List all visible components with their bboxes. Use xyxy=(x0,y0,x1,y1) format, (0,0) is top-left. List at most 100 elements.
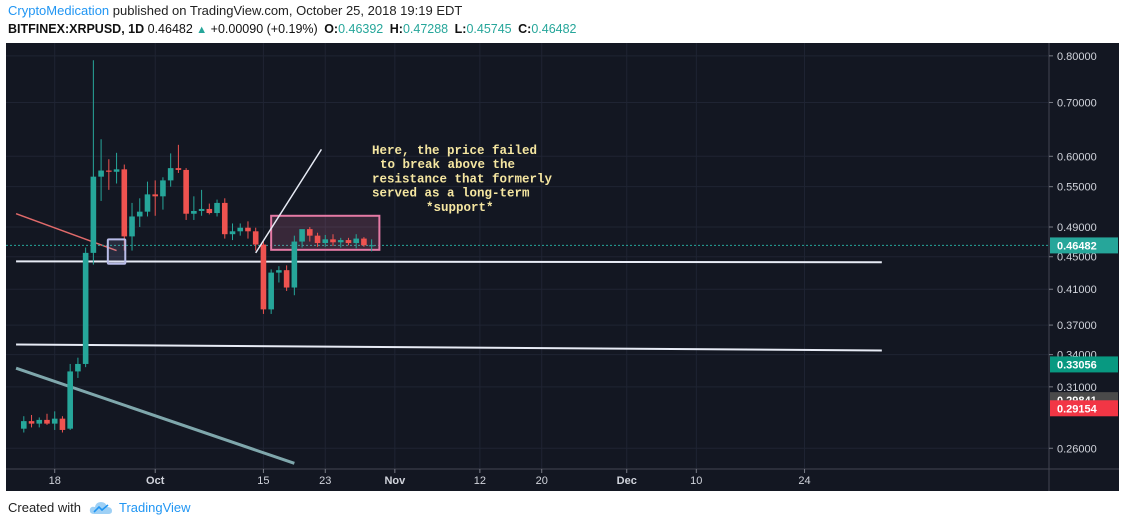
price-badge-label: 0.33056 xyxy=(1057,359,1097,371)
candle xyxy=(36,419,43,424)
support-line xyxy=(16,260,882,264)
annotation-text: Here, the price failed to break above the… xyxy=(372,144,553,215)
price-tick-label: 0.55000 xyxy=(1057,182,1097,194)
candle xyxy=(129,216,135,237)
candle xyxy=(51,418,58,424)
open-value: 0.46392 xyxy=(338,22,384,36)
candle xyxy=(276,270,282,273)
candle xyxy=(229,231,236,235)
candle xyxy=(322,239,329,244)
candle xyxy=(221,202,228,235)
candle xyxy=(106,170,112,172)
candle xyxy=(345,240,352,244)
highlight-box xyxy=(106,238,127,265)
price-badge xyxy=(1050,356,1118,373)
tradingview-cloud-icon xyxy=(89,501,112,514)
price-tick-label: 0.60000 xyxy=(1057,151,1097,163)
candle xyxy=(75,363,81,372)
price-tick-label: 0.41000 xyxy=(1057,284,1097,296)
price-tick-label: 0.80000 xyxy=(1057,51,1097,63)
publish-line: CryptoMedication published on TradingVie… xyxy=(8,3,462,18)
candle xyxy=(198,208,205,211)
price-badge-label: 0.46482 xyxy=(1057,240,1097,252)
symbol-line: BITFINEX:XRPUSD, 1D 0.46482 ▲ +0.00090 (… xyxy=(8,22,577,36)
candle xyxy=(152,194,159,197)
candle xyxy=(136,211,143,217)
candle xyxy=(28,421,35,424)
candle xyxy=(113,169,120,172)
time-tick-label: 15 xyxy=(257,475,269,487)
candle xyxy=(245,227,251,232)
close-value: 0.46482 xyxy=(531,22,577,36)
candle xyxy=(90,176,97,253)
candle xyxy=(82,252,89,364)
published-text: published on TradingView.com, October 25… xyxy=(112,3,463,18)
candle xyxy=(98,170,104,177)
time-tick-label: Nov xyxy=(384,475,406,487)
support-line xyxy=(16,343,882,352)
candle xyxy=(160,180,166,197)
annotation-line: *support* xyxy=(426,201,494,215)
candle xyxy=(59,418,66,430)
candle xyxy=(44,419,50,424)
footer: Created with TradingView xyxy=(8,500,191,515)
candle xyxy=(144,194,151,212)
annotation-pointer xyxy=(255,148,323,254)
price-badge xyxy=(1050,237,1118,254)
candle xyxy=(121,169,128,237)
price-badge xyxy=(1050,400,1118,417)
candle xyxy=(361,238,367,246)
red-trend-line xyxy=(15,213,117,252)
candle xyxy=(368,245,375,247)
time-tick-label: 18 xyxy=(49,475,61,487)
time-tick-label: Dec xyxy=(617,475,637,487)
time-tick-label: 10 xyxy=(690,475,702,487)
price-tick-label: 0.37000 xyxy=(1057,320,1097,332)
time-tick-label: 24 xyxy=(798,475,810,487)
price-tick-label: 0.26000 xyxy=(1057,443,1097,455)
candle xyxy=(67,371,73,429)
tradingview-label: TradingView xyxy=(118,500,191,515)
candle xyxy=(252,231,259,245)
low-label: L: xyxy=(454,22,467,36)
candle xyxy=(268,272,274,310)
candle xyxy=(307,229,313,236)
candle xyxy=(314,235,321,244)
low-value: 0.45745 xyxy=(466,22,512,36)
candle xyxy=(175,168,182,170)
candle xyxy=(330,239,336,243)
chart-area[interactable]: Here, the price failed to break above the… xyxy=(6,43,1119,491)
candle xyxy=(291,241,298,288)
last-price: 0.46482 xyxy=(147,22,193,36)
candle xyxy=(299,229,305,242)
symbol-name: BITFINEX:XRPUSD, 1D xyxy=(8,22,145,36)
candle xyxy=(283,270,290,288)
price-tick-label: 0.45000 xyxy=(1057,252,1097,264)
candle xyxy=(191,210,197,214)
price-chart[interactable]: Here, the price failed to break above the… xyxy=(6,43,1119,491)
grid xyxy=(6,43,1049,469)
candle xyxy=(237,227,244,232)
time-tick-label: 20 xyxy=(536,475,548,487)
price-tick-label: 0.49000 xyxy=(1057,222,1097,234)
tradingview-link[interactable]: TradingView xyxy=(89,500,191,515)
annotation-line: to break above the xyxy=(380,158,515,172)
high-value: 0.47288 xyxy=(402,22,449,36)
candle xyxy=(21,421,27,429)
candle xyxy=(167,168,174,181)
annotation-line: Here, the price failed xyxy=(372,144,537,158)
up-triangle-icon: ▲ xyxy=(196,24,208,36)
price-badge-label: 0.29154 xyxy=(1057,403,1098,415)
high-label: H: xyxy=(389,22,403,36)
downtrend-line xyxy=(15,366,295,465)
candle xyxy=(337,240,344,243)
time-tick-label: 23 xyxy=(319,475,331,487)
candle xyxy=(183,169,189,214)
candle xyxy=(353,238,359,244)
created-with-text: Created with xyxy=(8,500,81,515)
candle xyxy=(260,244,267,310)
author-link[interactable]: CryptoMedication xyxy=(8,3,110,18)
candle xyxy=(206,208,213,214)
price-tick-label: 0.31000 xyxy=(1057,382,1097,394)
time-tick-label: Oct xyxy=(146,475,165,487)
